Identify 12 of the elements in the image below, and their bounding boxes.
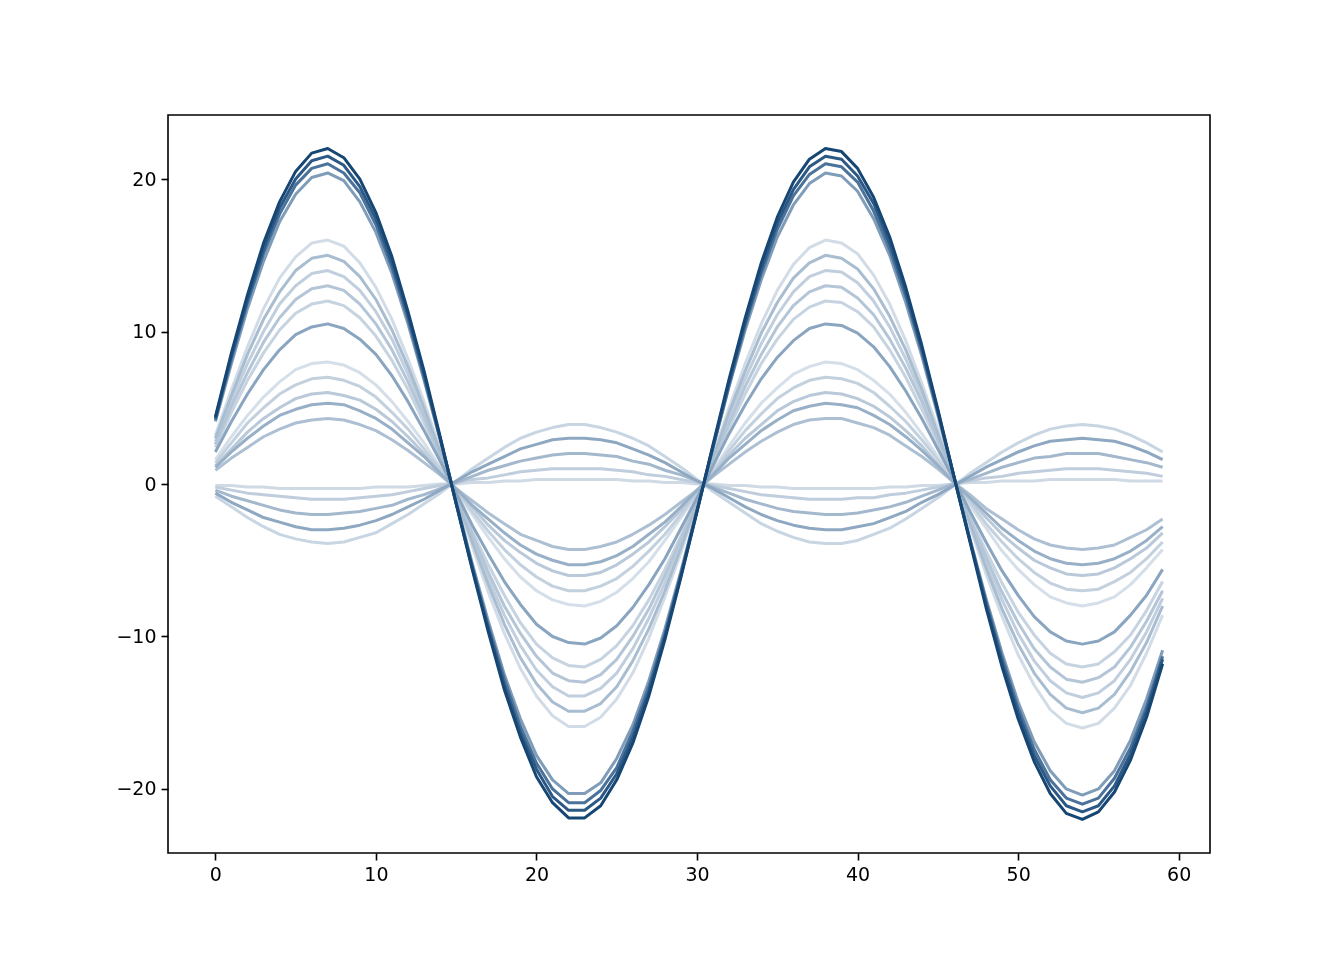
x-tick-label: 40 [845, 862, 871, 885]
x-tick-label: 20 [524, 862, 550, 885]
y-tick-label: 20 [132, 167, 157, 190]
y-tick-label: 10 [132, 320, 157, 343]
x-tick-label: 30 [685, 862, 710, 885]
x-tick-label: 60 [1167, 862, 1192, 885]
y-tick-label: 0 [144, 472, 157, 495]
x-tick-label: 10 [364, 862, 389, 885]
y-tick-label: −10 [116, 624, 157, 647]
x-tick-label: 50 [1006, 862, 1031, 885]
y-tick-label: −20 [116, 777, 157, 800]
x-tick-label: 0 [209, 862, 222, 885]
